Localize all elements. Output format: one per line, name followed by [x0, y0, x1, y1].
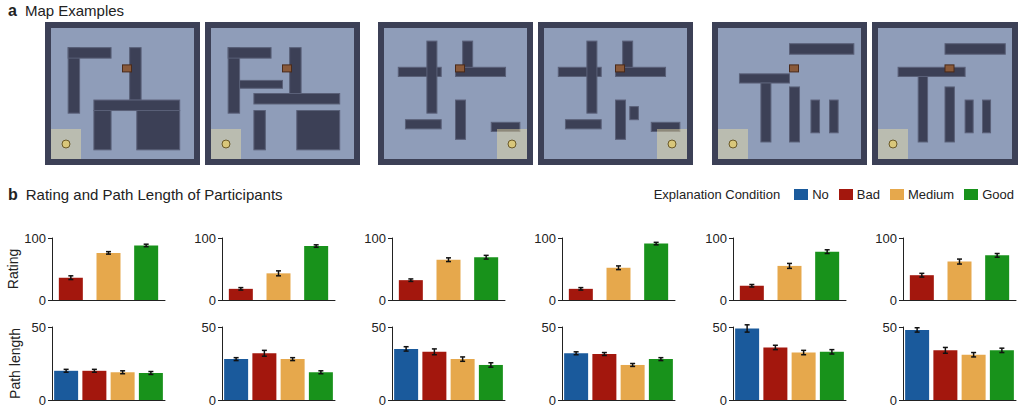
html-text:b: b	[8, 186, 18, 203]
svg-text:50: 50	[202, 320, 216, 335]
svg-text:50: 50	[713, 320, 727, 335]
svg-text:100: 100	[875, 231, 897, 246]
svg-text:0: 0	[379, 393, 386, 408]
svg-text:0: 0	[39, 393, 46, 408]
html-text:Explanation Condition: Explanation Condition	[653, 187, 781, 202]
svg-text:100: 100	[24, 231, 46, 246]
svg-text:50: 50	[32, 320, 46, 335]
svg-text:0: 0	[39, 293, 46, 308]
svg-text:0: 0	[549, 393, 556, 408]
html-text:a: a	[8, 2, 17, 19]
html-text:Rating and Path Length of Part: Rating and Path Length of Participants	[25, 186, 283, 203]
svg-text:0: 0	[549, 293, 556, 308]
svg-text:0: 0	[890, 393, 897, 408]
svg-text:100: 100	[705, 231, 727, 246]
svg-text:0: 0	[209, 393, 216, 408]
svg-text:50: 50	[372, 320, 386, 335]
html-text:Medium: Medium	[907, 187, 955, 202]
svg-text:100: 100	[364, 231, 386, 246]
html-text:Good: Good	[982, 187, 1014, 202]
svg-text:0: 0	[720, 393, 727, 408]
svg-text:0: 0	[379, 293, 386, 308]
html-text:No: No	[812, 187, 829, 202]
svg-text:Rating: Rating	[5, 249, 21, 289]
svg-text:Path length: Path length	[7, 328, 23, 399]
svg-text:50: 50	[883, 320, 897, 335]
svg-text:0: 0	[720, 293, 727, 308]
html-text:Bad: Bad	[856, 187, 880, 202]
svg-text:0: 0	[890, 293, 897, 308]
html-text:Map Examples: Map Examples	[24, 2, 125, 19]
svg-text:100: 100	[534, 231, 556, 246]
svg-text:0: 0	[209, 293, 216, 308]
svg-text:100: 100	[194, 231, 216, 246]
svg-text:50: 50	[542, 320, 556, 335]
